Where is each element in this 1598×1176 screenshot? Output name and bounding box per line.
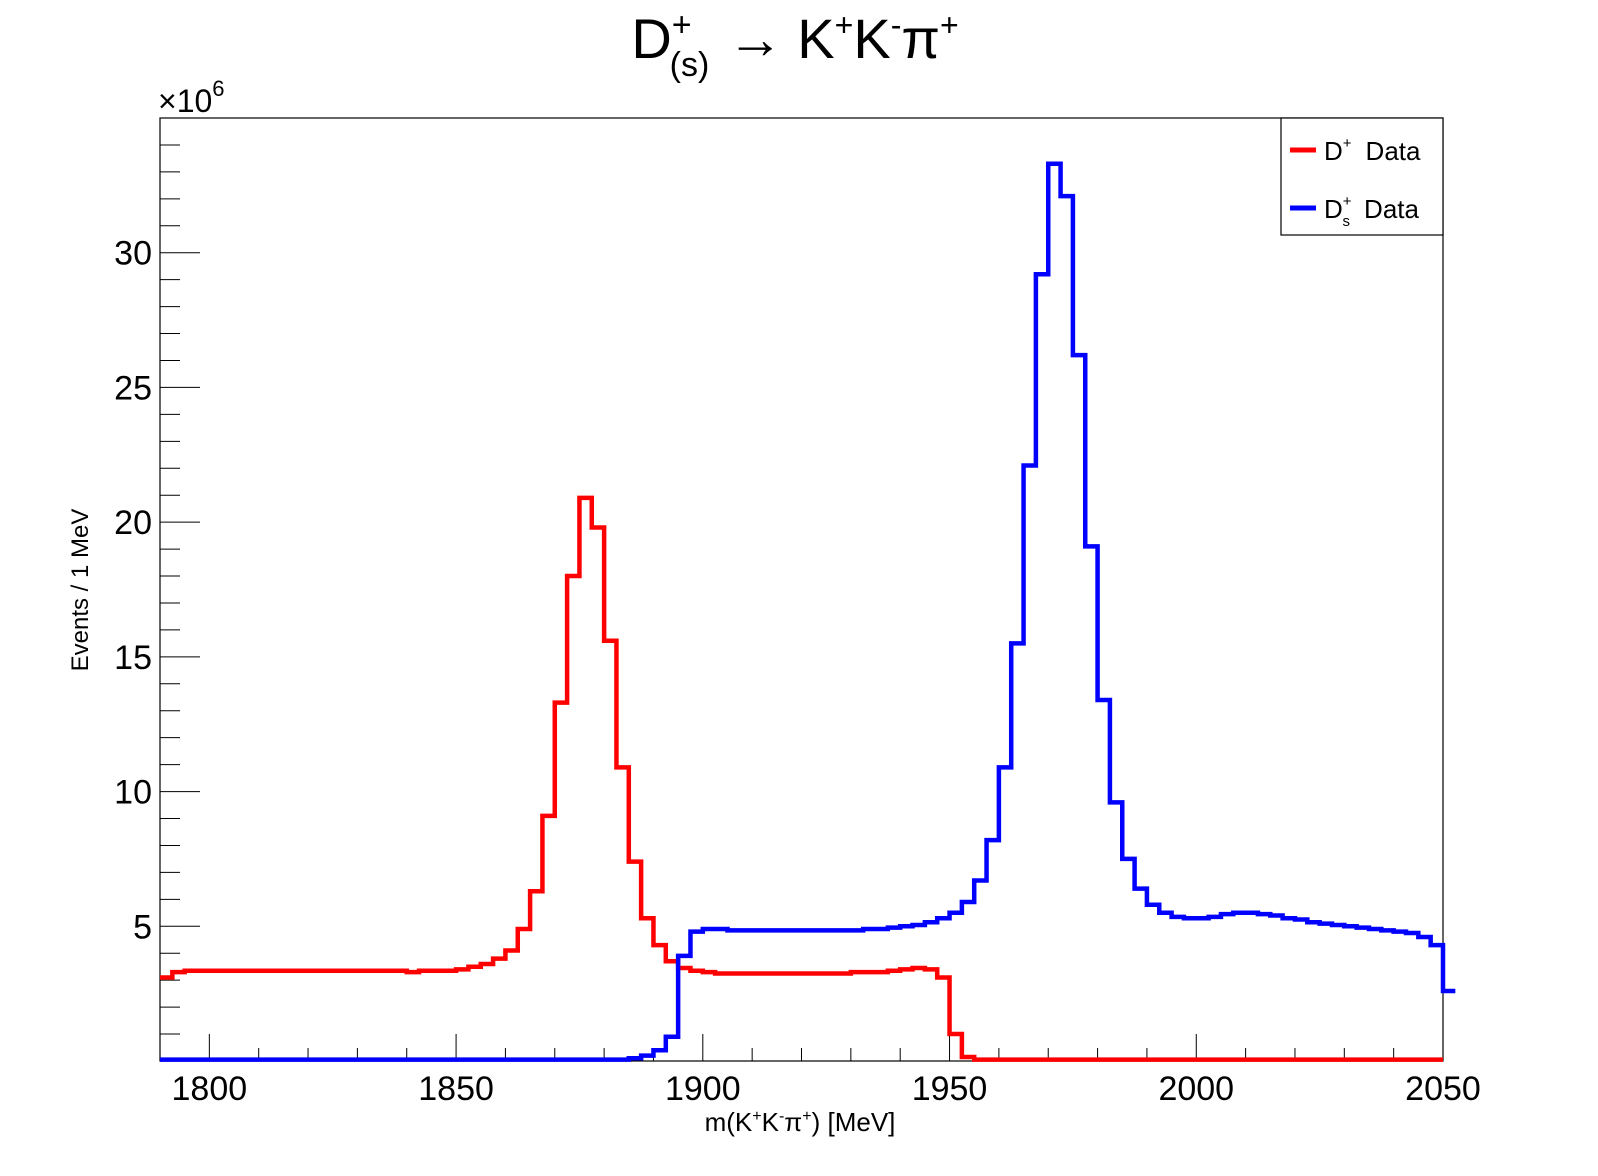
legend-label-ds-plus: D+ s Data: [1324, 193, 1420, 230]
y-tick-label: 10: [114, 774, 152, 812]
x-tick-label: 1900: [665, 1070, 741, 1108]
series-line-ds-plus: [160, 161, 1456, 1062]
axis-ticks: [159, 144, 1444, 1061]
y-tick-label: 20: [114, 504, 152, 542]
tick-labels: 1800 1850 1900 1950 2000 2050 5 10 15 20 25 30: [114, 235, 1481, 1108]
x-tick-label: 1850: [418, 1070, 494, 1108]
y-tick-label: 30: [114, 235, 152, 273]
y-tick-label: 25: [114, 369, 152, 407]
legend-label-d-plus: D+ Data: [1324, 135, 1421, 166]
legend: D+ Data D+ s Data: [1280, 117, 1444, 236]
y-tick-label: 5: [133, 908, 152, 946]
y-multiplier: ×106: [158, 76, 225, 119]
x-tick-label: 1950: [912, 1070, 988, 1108]
data-series: [160, 161, 1456, 1062]
x-tick-label: 2050: [1405, 1070, 1481, 1108]
y-tick-label: 15: [114, 639, 152, 677]
plot-frame: [159, 117, 1444, 1062]
series-line-d-plus: [160, 495, 1443, 1062]
x-axis-label: m(K+K-π+) [MeV]: [705, 1107, 896, 1137]
x-tick-label: 2000: [1158, 1070, 1234, 1108]
y-axis-label: Events / 1 MeV: [67, 509, 94, 672]
legend-box: [1280, 117, 1444, 236]
chart-title: D+ (s) → K+K-π+: [631, 6, 958, 84]
x-tick-label: 1800: [172, 1070, 248, 1108]
